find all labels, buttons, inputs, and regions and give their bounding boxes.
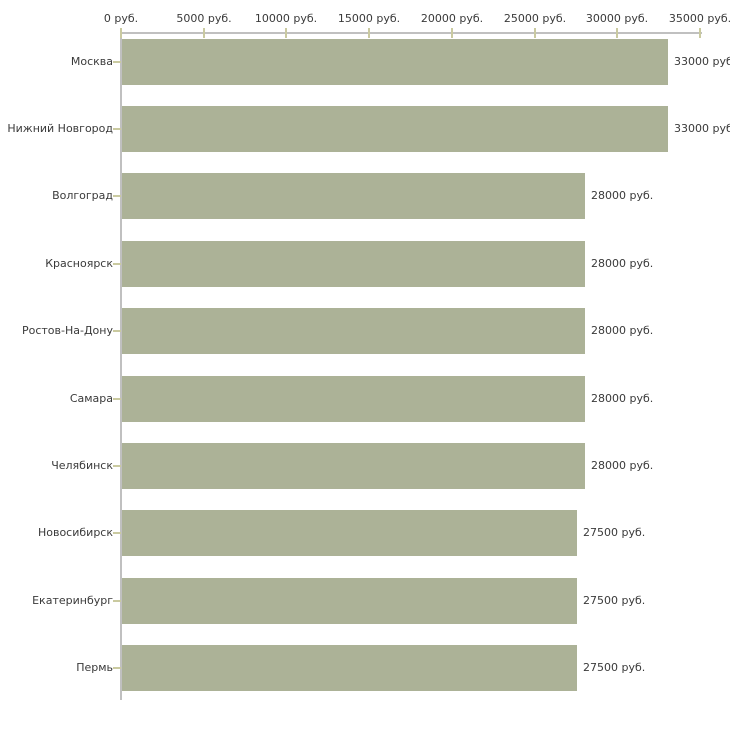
y-axis-tick-mark <box>113 532 121 534</box>
x-axis-tick-mark <box>203 28 205 38</box>
x-axis-tick-mark <box>285 28 287 38</box>
x-axis-tick-label: 20000 руб. <box>420 12 484 25</box>
y-axis-tick-mark <box>113 61 121 63</box>
x-axis-tick-mark <box>120 28 122 38</box>
bar <box>122 578 577 624</box>
category-label: Нижний Новгород <box>7 122 113 135</box>
bar <box>122 645 577 691</box>
bar-value-label: 28000 руб. <box>591 392 654 405</box>
x-axis-line <box>120 32 702 34</box>
x-axis-tick-label: 5000 руб. <box>176 12 232 25</box>
x-axis-tick-label: 35000 руб. <box>668 12 730 25</box>
x-axis-tick-mark <box>368 28 370 38</box>
bar <box>122 39 668 85</box>
bar <box>122 443 585 489</box>
x-axis-tick-mark <box>699 28 701 38</box>
bar <box>122 510 577 556</box>
x-axis-tick-label: 10000 руб. <box>254 12 318 25</box>
x-axis-tick-mark <box>616 28 618 38</box>
y-axis-tick-mark <box>113 195 121 197</box>
x-axis-tick-mark <box>534 28 536 38</box>
bar-value-label: 28000 руб. <box>591 257 654 270</box>
category-label: Красноярск <box>45 257 113 270</box>
bar-value-label: 33000 руб. <box>674 55 730 68</box>
bar-value-label: 28000 руб. <box>591 459 654 472</box>
y-axis-tick-mark <box>113 128 121 130</box>
bar-value-label: 33000 руб. <box>674 122 730 135</box>
bar-value-label: 27500 руб. <box>583 526 646 539</box>
y-axis-tick-mark <box>113 465 121 467</box>
bar <box>122 376 585 422</box>
y-axis-tick-mark <box>113 263 121 265</box>
bar <box>122 308 585 354</box>
category-label: Самара <box>69 392 113 405</box>
category-label: Ростов-На-Дону <box>21 324 113 337</box>
x-axis-tick-label: 0 руб. <box>103 12 139 25</box>
y-axis-tick-mark <box>113 667 121 669</box>
bar-value-label: 28000 руб. <box>591 324 654 337</box>
category-label: Новосибирск <box>37 526 113 539</box>
x-axis-tick-label: 15000 руб. <box>337 12 401 25</box>
bar <box>122 241 585 287</box>
bar <box>122 106 668 152</box>
category-label: Москва <box>70 55 113 68</box>
bar-value-label: 27500 руб. <box>583 594 646 607</box>
y-axis-tick-mark <box>113 330 121 332</box>
y-axis-line <box>120 32 122 700</box>
bar-value-label: 28000 руб. <box>591 189 654 202</box>
x-axis-tick-label: 25000 руб. <box>503 12 567 25</box>
category-label: Волгоград <box>52 189 113 202</box>
x-axis-tick-mark <box>451 28 453 38</box>
category-label: Пермь <box>76 661 113 674</box>
x-axis-tick-label: 30000 руб. <box>585 12 649 25</box>
y-axis-tick-mark <box>113 600 121 602</box>
bar <box>122 173 585 219</box>
category-label: Челябинск <box>51 459 113 472</box>
y-axis-tick-mark <box>113 398 121 400</box>
category-label: Екатеринбург <box>32 594 113 607</box>
bar-value-label: 27500 руб. <box>583 661 646 674</box>
